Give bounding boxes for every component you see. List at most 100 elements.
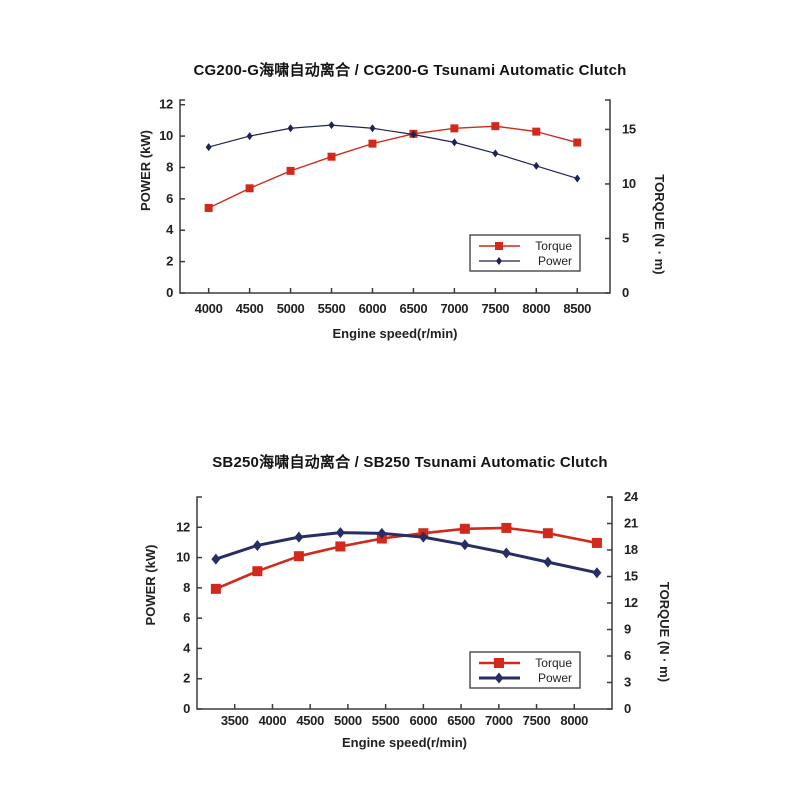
x-tick-label: 5000 — [334, 713, 362, 728]
y-left-tick-label: 0 — [166, 285, 173, 300]
torque-marker — [450, 124, 459, 133]
torque-marker — [368, 139, 377, 148]
torque-marker — [293, 551, 304, 562]
legend-label: Power — [538, 671, 572, 685]
legend-label: Torque — [535, 656, 572, 670]
x-tick-label: 8500 — [563, 301, 591, 316]
sb250-chart-title: SB250海啸自动离合 / SB250 Tsunami Automatic Cl… — [212, 454, 608, 471]
power-marker — [328, 121, 335, 130]
power-marker — [211, 553, 221, 565]
power-marker — [246, 132, 253, 141]
torque-marker — [245, 184, 254, 193]
x-tick-label: 8000 — [560, 713, 588, 728]
legend-label: Power — [538, 254, 572, 268]
x-tick-label: 6000 — [359, 301, 387, 316]
right-axis-title: TORQUE (N · m) — [657, 582, 672, 682]
power-marker — [533, 161, 540, 170]
axis-frame — [179, 99, 611, 294]
x-tick-label: 4000 — [259, 713, 287, 728]
x-tick-label: 6500 — [447, 713, 475, 728]
y-right-tick-label: 21 — [624, 516, 638, 531]
series-power-markers — [205, 121, 581, 183]
power-marker — [574, 174, 581, 183]
x-tick-label: 5500 — [372, 713, 400, 728]
y-right-tick-label: 5 — [622, 230, 629, 245]
legend-box — [469, 234, 581, 272]
x-tick-label: 7000 — [485, 713, 513, 728]
series-power-line — [215, 531, 598, 575]
y-left-tick-label: 2 — [166, 254, 173, 269]
x-tick-label: 3500 — [221, 713, 249, 728]
x-tick-label: 7500 — [481, 301, 509, 316]
y-left-tick-label: 8 — [166, 159, 173, 174]
y-left-tick-label: 12 — [176, 519, 190, 534]
left-axis-title: POWER (kW) — [143, 545, 158, 626]
engine-speed-axis-label: Engine speed(r/min) — [333, 326, 458, 341]
torque-marker — [459, 523, 470, 534]
y-left-tick-label: 12 — [159, 97, 173, 112]
cg200-g-figure: CG200-G海啸自动离合 / CG200-G Tsunami Automati… — [130, 60, 690, 360]
y-right-tick-label: 24 — [624, 489, 639, 504]
x-tick-label: 4000 — [195, 301, 223, 316]
sb250-figure: SB250海啸自动离合 / SB250 Tsunami Automatic Cl… — [130, 452, 690, 762]
engine-speed-axis-label: Engine speed(r/min) — [342, 735, 467, 750]
torque-marker — [532, 127, 541, 136]
torque-marker — [501, 522, 512, 533]
power-marker — [369, 124, 376, 133]
y-right-tick-label: 18 — [624, 542, 638, 557]
power-marker — [377, 527, 387, 539]
torque-marker — [210, 583, 221, 594]
x-tick-label: 7500 — [523, 713, 551, 728]
y-right-tick-label: 15 — [624, 569, 638, 584]
legend-label: Torque — [535, 239, 572, 253]
cg200-g-chart-plot: 4000 4 5 0 0 5000 5500 6000 6500 7000 7500 8000 8500… — [138, 97, 667, 341]
power-marker — [294, 531, 304, 543]
legend-box — [469, 651, 581, 689]
torque-marker — [204, 203, 213, 212]
series-torque-markers — [204, 122, 582, 212]
power-marker — [252, 539, 262, 551]
cg200-g-chart-title: CG200-G海啸自动离合 / CG200-G Tsunami Automati… — [193, 62, 627, 79]
series-torque-line — [208, 125, 578, 209]
y-left-tick-label: 6 — [183, 610, 190, 625]
series-power-line — [208, 124, 578, 180]
power-marker — [205, 143, 212, 152]
y-right-tick-label: 0 — [622, 285, 629, 300]
power-marker — [592, 567, 602, 579]
x-tick-label: 4500 — [296, 713, 324, 728]
x-tick-label: 8000 — [522, 301, 550, 316]
power-marker — [410, 130, 417, 139]
power-marker — [492, 149, 499, 158]
y-right-tick-label: 10 — [622, 176, 636, 191]
torque-marker — [335, 541, 346, 552]
x-tick-label: 6000 — [409, 713, 437, 728]
axes — [179, 99, 611, 294]
y-right-tick-label: 6 — [624, 648, 631, 663]
y-right-tick-label: 12 — [624, 595, 638, 610]
right-axis-title: TORQUE (N · m) — [652, 174, 667, 274]
series-torque-markers — [210, 522, 602, 594]
torque-marker — [286, 166, 295, 175]
y-left-tick-label: 8 — [183, 580, 190, 595]
torque-marker — [591, 537, 602, 548]
y-right-tick-label: 9 — [624, 622, 631, 637]
y-right-tick-label: 0 — [624, 701, 631, 716]
power-marker — [418, 531, 428, 543]
y-left-tick-label: 4 — [166, 222, 174, 237]
x-tick-label: 7000 — [441, 301, 469, 316]
sb250-chart-plot: 3500 4000 4500 5000 5500 6000 6500 7000 7500 8000… — [143, 489, 672, 750]
torque-marker — [573, 138, 582, 147]
axes — [196, 496, 613, 710]
x-tick-label: 5500 — [318, 301, 346, 316]
y-left-tick-label: 10 — [176, 550, 190, 565]
y-right-tick-label: 15 — [622, 121, 636, 136]
y-left-tick-label: 6 — [166, 191, 173, 206]
x-tick-label: 5000 — [277, 301, 305, 316]
y-left-tick-label: 2 — [183, 671, 190, 686]
power-marker — [501, 547, 511, 559]
y-left-tick-label: 4 — [183, 640, 191, 655]
legend-power-marker — [494, 672, 504, 684]
x-tick-label: 6500 — [400, 301, 428, 316]
